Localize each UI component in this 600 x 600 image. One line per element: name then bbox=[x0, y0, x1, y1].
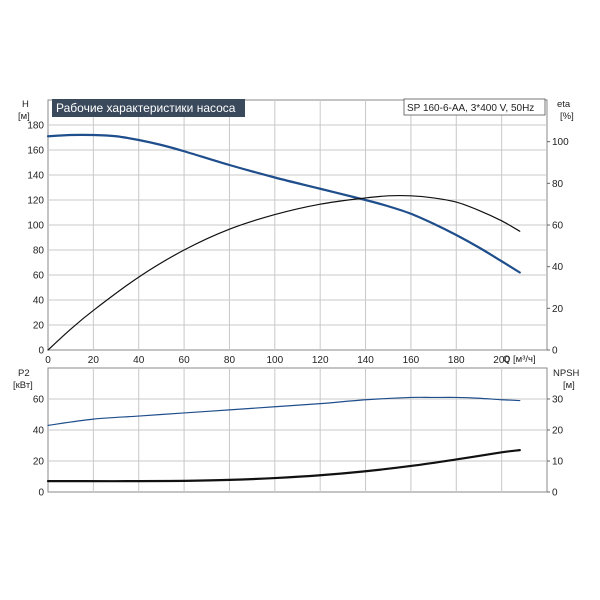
top-grid bbox=[48, 100, 547, 350]
top-right-axis-unit: [%] bbox=[560, 111, 574, 122]
top-left-axis-label: H bbox=[22, 99, 29, 110]
x-tick-label: 200 bbox=[493, 355, 510, 366]
left-tick-label: 180 bbox=[27, 121, 44, 132]
x-tick-label: 160 bbox=[403, 355, 420, 366]
left-tick-label: 120 bbox=[27, 196, 44, 207]
right-tick-label: 0 bbox=[552, 488, 558, 499]
top-ticks: 0 20 40 60 80 100 120 140 160 180 0 20 40 60 80 100 0 20 4… bbox=[27, 121, 569, 367]
left-tick-label: 20 bbox=[33, 457, 45, 468]
left-tick-label: 100 bbox=[27, 221, 44, 232]
left-tick-label: 60 bbox=[33, 395, 45, 406]
series-line-eta bbox=[47, 194, 521, 351]
series-line-npsh bbox=[46, 449, 521, 483]
left-tick-label: 140 bbox=[27, 171, 44, 182]
left-tick-label: 40 bbox=[33, 296, 45, 307]
x-axis-label: Q [м³/ч] bbox=[503, 354, 536, 365]
x-tick-label: 180 bbox=[448, 355, 465, 366]
x-tick-label: 60 bbox=[179, 355, 191, 366]
right-tick-label: 40 bbox=[552, 262, 564, 273]
model-label: SP 160-6-AA, 3*400 V, 50Hz bbox=[407, 103, 534, 114]
top-left-axis-unit: [м] bbox=[18, 111, 30, 122]
left-tick-label: 20 bbox=[33, 321, 45, 332]
x-tick-label: 120 bbox=[312, 355, 329, 366]
bottom-left-axis-unit: [кВт] bbox=[13, 380, 33, 391]
bottom-right-axis-label: NPSH bbox=[553, 368, 580, 379]
x-tick-label: 140 bbox=[357, 355, 374, 366]
right-tick-label: 20 bbox=[552, 426, 564, 437]
right-tick-label: 10 bbox=[552, 457, 564, 468]
top-right-axis-label: eta bbox=[557, 99, 571, 110]
right-tick-label: 20 bbox=[552, 304, 564, 315]
right-tick-label: 0 bbox=[552, 346, 558, 357]
bottom-ticks: 0 20 40 60 0 10 20 30 bbox=[33, 395, 564, 499]
right-tick-label: 100 bbox=[552, 137, 569, 148]
bottom-series bbox=[46, 396, 521, 483]
x-tick-label: 100 bbox=[266, 355, 283, 366]
model-label-box bbox=[403, 98, 546, 116]
series-line-h bbox=[46, 133, 521, 274]
x-tick-label: 20 bbox=[88, 355, 100, 366]
bottom-grid bbox=[48, 368, 547, 492]
x-tick-label: 40 bbox=[133, 355, 145, 366]
left-tick-label: 0 bbox=[38, 488, 44, 499]
bottom-right-axis-unit: [м] bbox=[563, 380, 575, 391]
left-tick-label: 0 bbox=[38, 346, 44, 357]
x-tick-label: 80 bbox=[224, 355, 236, 366]
bottom-left-axis-label: P2 bbox=[18, 368, 30, 379]
right-tick-label: 60 bbox=[552, 221, 564, 232]
chart-title: Рабочие характеристики насоса bbox=[56, 101, 236, 115]
right-tick-label: 30 bbox=[552, 395, 564, 406]
series-line-p2 bbox=[47, 396, 521, 426]
right-tick-label: 80 bbox=[552, 179, 564, 190]
left-tick-label: 80 bbox=[33, 246, 45, 257]
left-tick-label: 160 bbox=[27, 146, 44, 157]
left-tick-label: 60 bbox=[33, 271, 45, 282]
x-tick-label: 0 bbox=[45, 355, 51, 366]
left-tick-label: 40 bbox=[33, 426, 45, 437]
title-box bbox=[52, 99, 245, 117]
top-series bbox=[46, 133, 521, 351]
